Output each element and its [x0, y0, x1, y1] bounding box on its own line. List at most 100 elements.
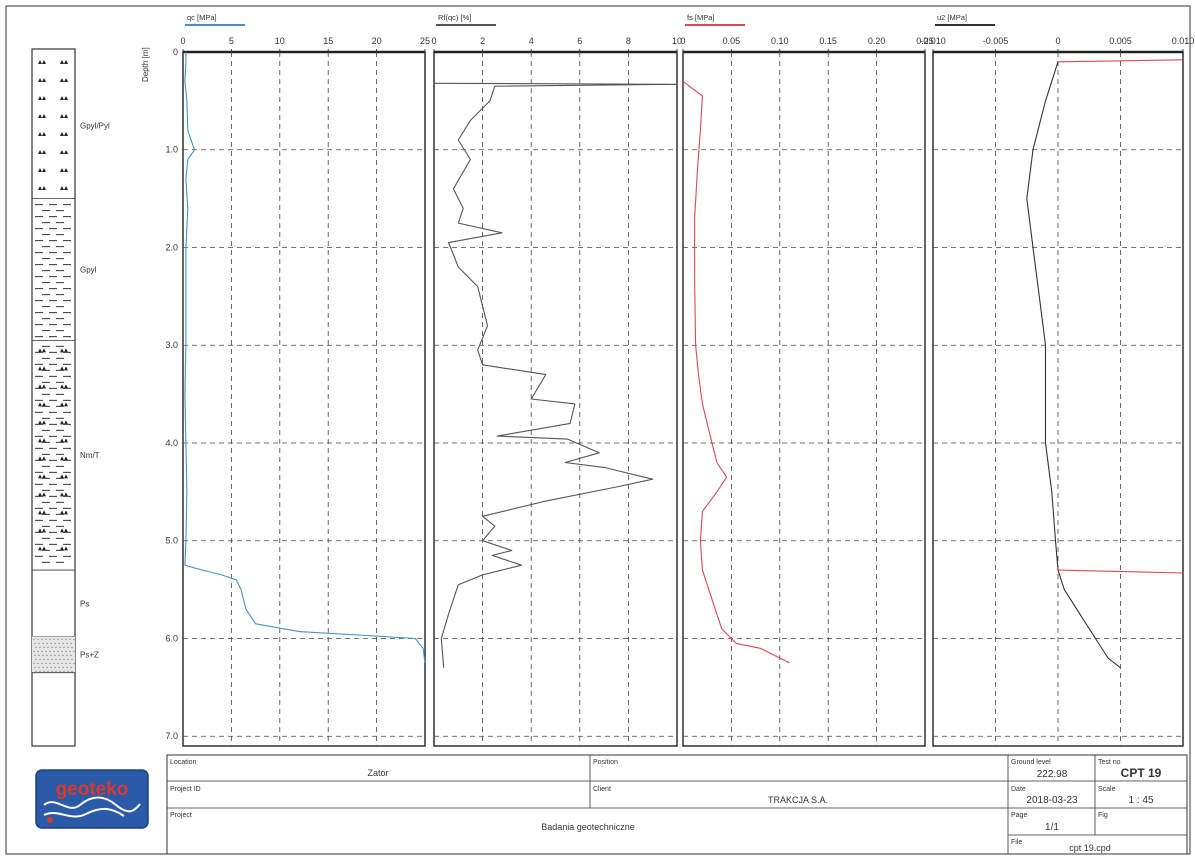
- page-label: Page: [1011, 812, 1027, 819]
- chart-panel: 0 5 10 15 20 25 qc [MPa]: [180, 13, 430, 747]
- soil-dot: [50, 642, 52, 645]
- soil-column: Gpyl/Pyl Gpyl Nm/T Ps Ps+Z: [31, 48, 110, 747]
- soil-gravel-mark: [60, 168, 68, 172]
- soil-gravel-mark: [38, 546, 46, 551]
- client-value: TRAKCJA S.A.: [768, 795, 828, 805]
- soil-dot: [38, 654, 40, 657]
- soil-dot: [45, 650, 47, 653]
- soil-gravel-mark: [38, 528, 46, 533]
- soil-gravel-mark: [38, 366, 46, 371]
- date-label: Date: [1011, 786, 1026, 793]
- soil-dot: [57, 638, 59, 641]
- soil-dot: [51, 658, 53, 661]
- soil-dot: [34, 642, 36, 645]
- soil-dot: [33, 650, 35, 653]
- soil-dot: [42, 666, 44, 669]
- panel-title: qc [MPa]: [187, 13, 217, 22]
- depth-axis-label: Depth [m]: [141, 47, 150, 82]
- soil-dot: [43, 670, 45, 673]
- soil-dot: [61, 638, 63, 641]
- depth-tick-label: 7.0: [165, 731, 178, 741]
- soil-dot: [41, 638, 43, 641]
- soil-gravel-mark: [38, 474, 46, 479]
- soil-dot: [34, 654, 36, 657]
- soil-dot: [62, 642, 64, 645]
- soil-dot: [61, 662, 63, 665]
- x-tick-label: 6: [577, 36, 582, 46]
- logo-text: geoteko: [56, 779, 129, 800]
- x-tick-label: 2: [480, 36, 485, 46]
- soil-gravel-mark: [60, 420, 68, 425]
- soil-dot: [47, 658, 49, 661]
- data-series-line: [1057, 569, 1184, 574]
- x-tick-label: 5: [229, 36, 234, 46]
- ground-level-value: 222.98: [1037, 769, 1068, 780]
- soil-layer-label: Nm/T: [80, 451, 100, 460]
- soil-dot: [33, 662, 35, 665]
- soil-dot: [67, 658, 69, 661]
- x-tick-label: -0.005: [983, 36, 1009, 46]
- soil-dot: [69, 650, 71, 653]
- soil-gravel-mark: [38, 384, 46, 389]
- x-tick-label: -0.010: [920, 36, 946, 46]
- soil-gravel-mark: [38, 510, 46, 515]
- soil-dot: [49, 638, 51, 641]
- depth-tick-label: 1.0: [165, 145, 178, 155]
- x-tick-label: 0: [1055, 36, 1060, 46]
- soil-dot: [46, 666, 48, 669]
- soil-gravel-mark: [60, 132, 68, 136]
- soil-gravel-mark: [60, 60, 68, 64]
- soil-gravel-mark: [60, 402, 68, 407]
- soil-dot: [38, 642, 40, 645]
- soil-gravel-mark: [60, 384, 68, 389]
- project-value: Badania geotechniczne: [541, 822, 635, 832]
- soil-dot: [41, 662, 43, 665]
- soil-dot: [49, 650, 51, 653]
- soil-dot: [63, 658, 65, 661]
- soil-gravel-mark: [38, 150, 46, 154]
- x-tick-label: 0.010: [1172, 36, 1195, 46]
- soil-gravel-mark: [60, 96, 68, 100]
- soil-dot: [54, 654, 56, 657]
- soil-dot: [50, 666, 52, 669]
- soil-gravel-mark: [60, 186, 68, 190]
- x-tick-label: 10: [275, 36, 285, 46]
- soil-dot: [59, 670, 61, 673]
- x-tick-label: 0.05: [723, 36, 741, 46]
- soil-gravel-mark: [60, 366, 68, 371]
- soil-gravel-mark: [60, 546, 68, 551]
- soil-dot: [39, 646, 41, 649]
- soil-gravel-mark: [60, 438, 68, 443]
- soil-gravel-mark: [38, 78, 46, 82]
- soil-layer: Ps+Z: [32, 636, 99, 674]
- soil-dot: [65, 650, 67, 653]
- x-tick-label: 10: [672, 36, 682, 46]
- x-tick-label: 0: [431, 36, 436, 46]
- panel-title: fs [MPa]: [687, 13, 715, 22]
- soil-dot: [73, 638, 75, 641]
- file-label: File: [1011, 839, 1022, 846]
- soil-dot: [66, 666, 68, 669]
- chart-panel: 0 0.05 0.10 0.15 0.20 0.25 fs [MPa]: [680, 13, 934, 747]
- soil-dot: [65, 638, 67, 641]
- soil-dot: [66, 654, 68, 657]
- soil-dot: [43, 646, 45, 649]
- data-series-line: [433, 82, 678, 668]
- soil-layer: Gpyl/Pyl: [32, 60, 110, 200]
- soil-gravel-mark: [38, 492, 46, 497]
- soil-gravel-mark: [60, 492, 68, 497]
- page-value: 1/1: [1045, 822, 1059, 833]
- panel-title: u2 [MPa]: [937, 13, 967, 22]
- soil-layer-label: Gpyl/Pyl: [80, 121, 110, 130]
- depth-tick-label: 6.0: [165, 633, 178, 643]
- soil-layer: Gpyl: [32, 204, 97, 341]
- test-no-label: Test no: [1098, 759, 1121, 766]
- plot-panels: 0 5 10 15 20 25 qc [MPa] 0 2 4 6 8 10 Rf(qc) [%] 0 0.05…: [180, 13, 1195, 747]
- soil-dot: [53, 638, 55, 641]
- data-series-line: [184, 52, 426, 663]
- soil-dot: [65, 662, 67, 665]
- soil-gravel-mark: [38, 114, 46, 118]
- soil-gravel-mark: [38, 186, 46, 190]
- x-tick-label: 0.15: [819, 36, 837, 46]
